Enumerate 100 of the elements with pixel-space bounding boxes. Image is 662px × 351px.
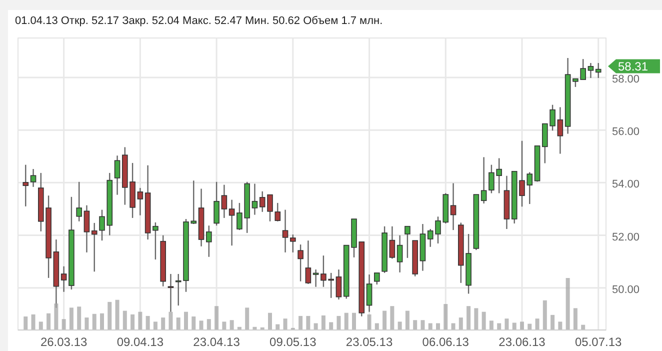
candlestick (252, 183, 258, 216)
bar (542, 300, 547, 330)
bar (489, 320, 494, 330)
bar (283, 318, 288, 330)
bar (504, 318, 509, 330)
bar (168, 312, 173, 330)
bar (130, 314, 135, 330)
bar (306, 316, 310, 330)
bar (413, 320, 418, 330)
bar (482, 312, 486, 330)
candlestick (588, 62, 594, 79)
candlestick (114, 154, 120, 196)
y-tick-label: 58.00 (612, 73, 640, 86)
bar (405, 310, 410, 330)
candlestick (30, 168, 36, 188)
bar (520, 322, 524, 330)
bar (367, 314, 372, 330)
bar (329, 322, 334, 330)
candlestick (22, 164, 29, 207)
bar (192, 316, 196, 330)
y-tick-label: 52.00 (612, 231, 640, 244)
candlestick (336, 268, 342, 300)
y-tick-label: 54.00 (612, 178, 640, 191)
candlestick (282, 209, 288, 253)
candlestick (396, 234, 403, 273)
bar (573, 308, 578, 330)
bar (176, 318, 180, 330)
candlestick (221, 184, 228, 219)
candlestick (290, 234, 296, 253)
bar (466, 306, 471, 330)
x-tick-label: 06.06.13 (422, 335, 470, 349)
candlestick (557, 106, 564, 154)
y-tick-label: 50.00 (612, 284, 640, 296)
bar (24, 316, 28, 330)
candlestick (389, 226, 396, 260)
candlestick (228, 199, 235, 246)
candlestick (91, 222, 98, 272)
bar (108, 302, 112, 330)
candlestick (214, 181, 220, 226)
bar (122, 310, 127, 330)
bar (100, 313, 104, 330)
x-tick-label: 26.03.13 (40, 335, 88, 349)
candlestick (595, 62, 602, 79)
candlestick (305, 240, 312, 285)
bar (444, 304, 448, 330)
bar (115, 300, 120, 330)
bar (222, 322, 226, 330)
bar (62, 319, 66, 330)
bar (458, 318, 463, 330)
bar (214, 306, 219, 330)
bar (336, 316, 341, 330)
candlestick (137, 187, 144, 216)
x-tick-label: 09.04.13 (116, 335, 164, 349)
candlestick (480, 156, 487, 204)
candlestick (374, 272, 380, 286)
bar (184, 312, 188, 330)
candlestick (76, 181, 82, 222)
candlestick (366, 274, 372, 312)
bar (54, 303, 58, 330)
bar (420, 320, 425, 330)
bar (566, 278, 570, 330)
candlestick (298, 244, 304, 282)
candlestick (84, 204, 90, 253)
bar (146, 316, 150, 330)
bar (268, 312, 272, 330)
bar (344, 312, 348, 330)
bar (512, 322, 516, 330)
bar (230, 320, 234, 330)
candlestick (206, 224, 212, 258)
bar (474, 308, 478, 330)
bar (199, 320, 204, 330)
bar (314, 323, 318, 330)
candlestick (60, 266, 67, 292)
bar (31, 314, 36, 330)
bar (451, 323, 456, 330)
bar (428, 323, 432, 330)
x-tick-label: 23.05.13 (346, 335, 393, 349)
bar (436, 323, 440, 330)
bar (77, 306, 82, 330)
bar (92, 314, 96, 330)
bar (352, 312, 356, 330)
bar (245, 308, 250, 330)
bar (550, 314, 555, 330)
bar (138, 312, 142, 330)
bar (153, 322, 158, 330)
bar (321, 315, 326, 330)
bar (382, 310, 387, 330)
bar (374, 323, 379, 330)
x-tick-label: 05.07.13 (575, 335, 622, 349)
bar (69, 308, 74, 330)
bar (398, 322, 402, 330)
bar (84, 318, 89, 330)
bar (46, 313, 51, 330)
bar (206, 319, 211, 330)
text: 58.31 (618, 59, 648, 74)
candlestick (152, 222, 158, 260)
y-tick-label: 56.00 (612, 126, 640, 138)
x-tick-label: 23.06.13 (498, 335, 546, 349)
bar (558, 322, 562, 330)
x-tick-label: 23.04.13 (193, 335, 240, 349)
